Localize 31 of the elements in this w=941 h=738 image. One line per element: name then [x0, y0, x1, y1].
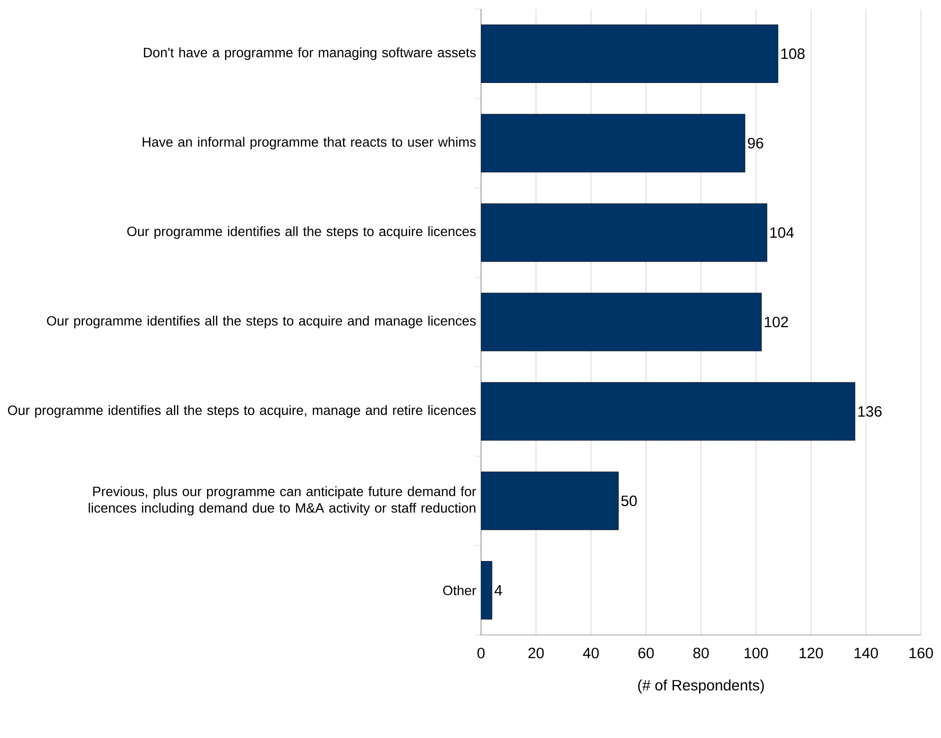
y-tick-label: Previous, plus our programme can anticipate future demand for licences including demand due to M&A activity or staff reduction [88, 486, 476, 516]
x-tick-label: 40 [583, 648, 599, 658]
x-tick-label: 20 [528, 648, 544, 658]
y-tick-label: Our programme identifies all the steps to acquire and manage licences [46, 316, 476, 328]
bar [481, 292, 762, 352]
bar [481, 114, 746, 172]
x-axis-title: (# of Respondents) [638, 680, 764, 694]
y-tick-label: Don't have a programme for managing software assets [144, 47, 476, 60]
x-tick-label: 60 [638, 648, 654, 658]
x-tick-label: 120 [800, 648, 823, 658]
data-label: 4 [494, 585, 502, 596]
data-label: 136 [858, 406, 882, 417]
bar [481, 472, 619, 530]
x-tick-label: 0 [477, 648, 485, 658]
bar [481, 382, 856, 441]
x-tick-label: 80 [693, 648, 709, 658]
data-label: 104 [770, 227, 794, 238]
data-label: 108 [781, 48, 805, 60]
data-label: 50 [621, 496, 637, 506]
data-label: 96 [748, 138, 764, 148]
y-tick-label: Our programme identifies all the steps to acquire licences [127, 226, 476, 239]
data-label: 102 [764, 316, 788, 328]
y-tick-label: Our programme identifies all the steps to acquire, manage and retire licences [8, 405, 476, 418]
x-tick-label: 160 [910, 648, 933, 658]
y-tick-label: Other [443, 585, 476, 596]
bar [481, 24, 778, 83]
x-tick-label: 100 [744, 648, 768, 658]
bar [481, 203, 768, 262]
x-tick-label: 140 [854, 648, 878, 658]
y-tick-label: Have an informal programme that reacts to user whims [142, 136, 476, 150]
bar [481, 561, 492, 620]
